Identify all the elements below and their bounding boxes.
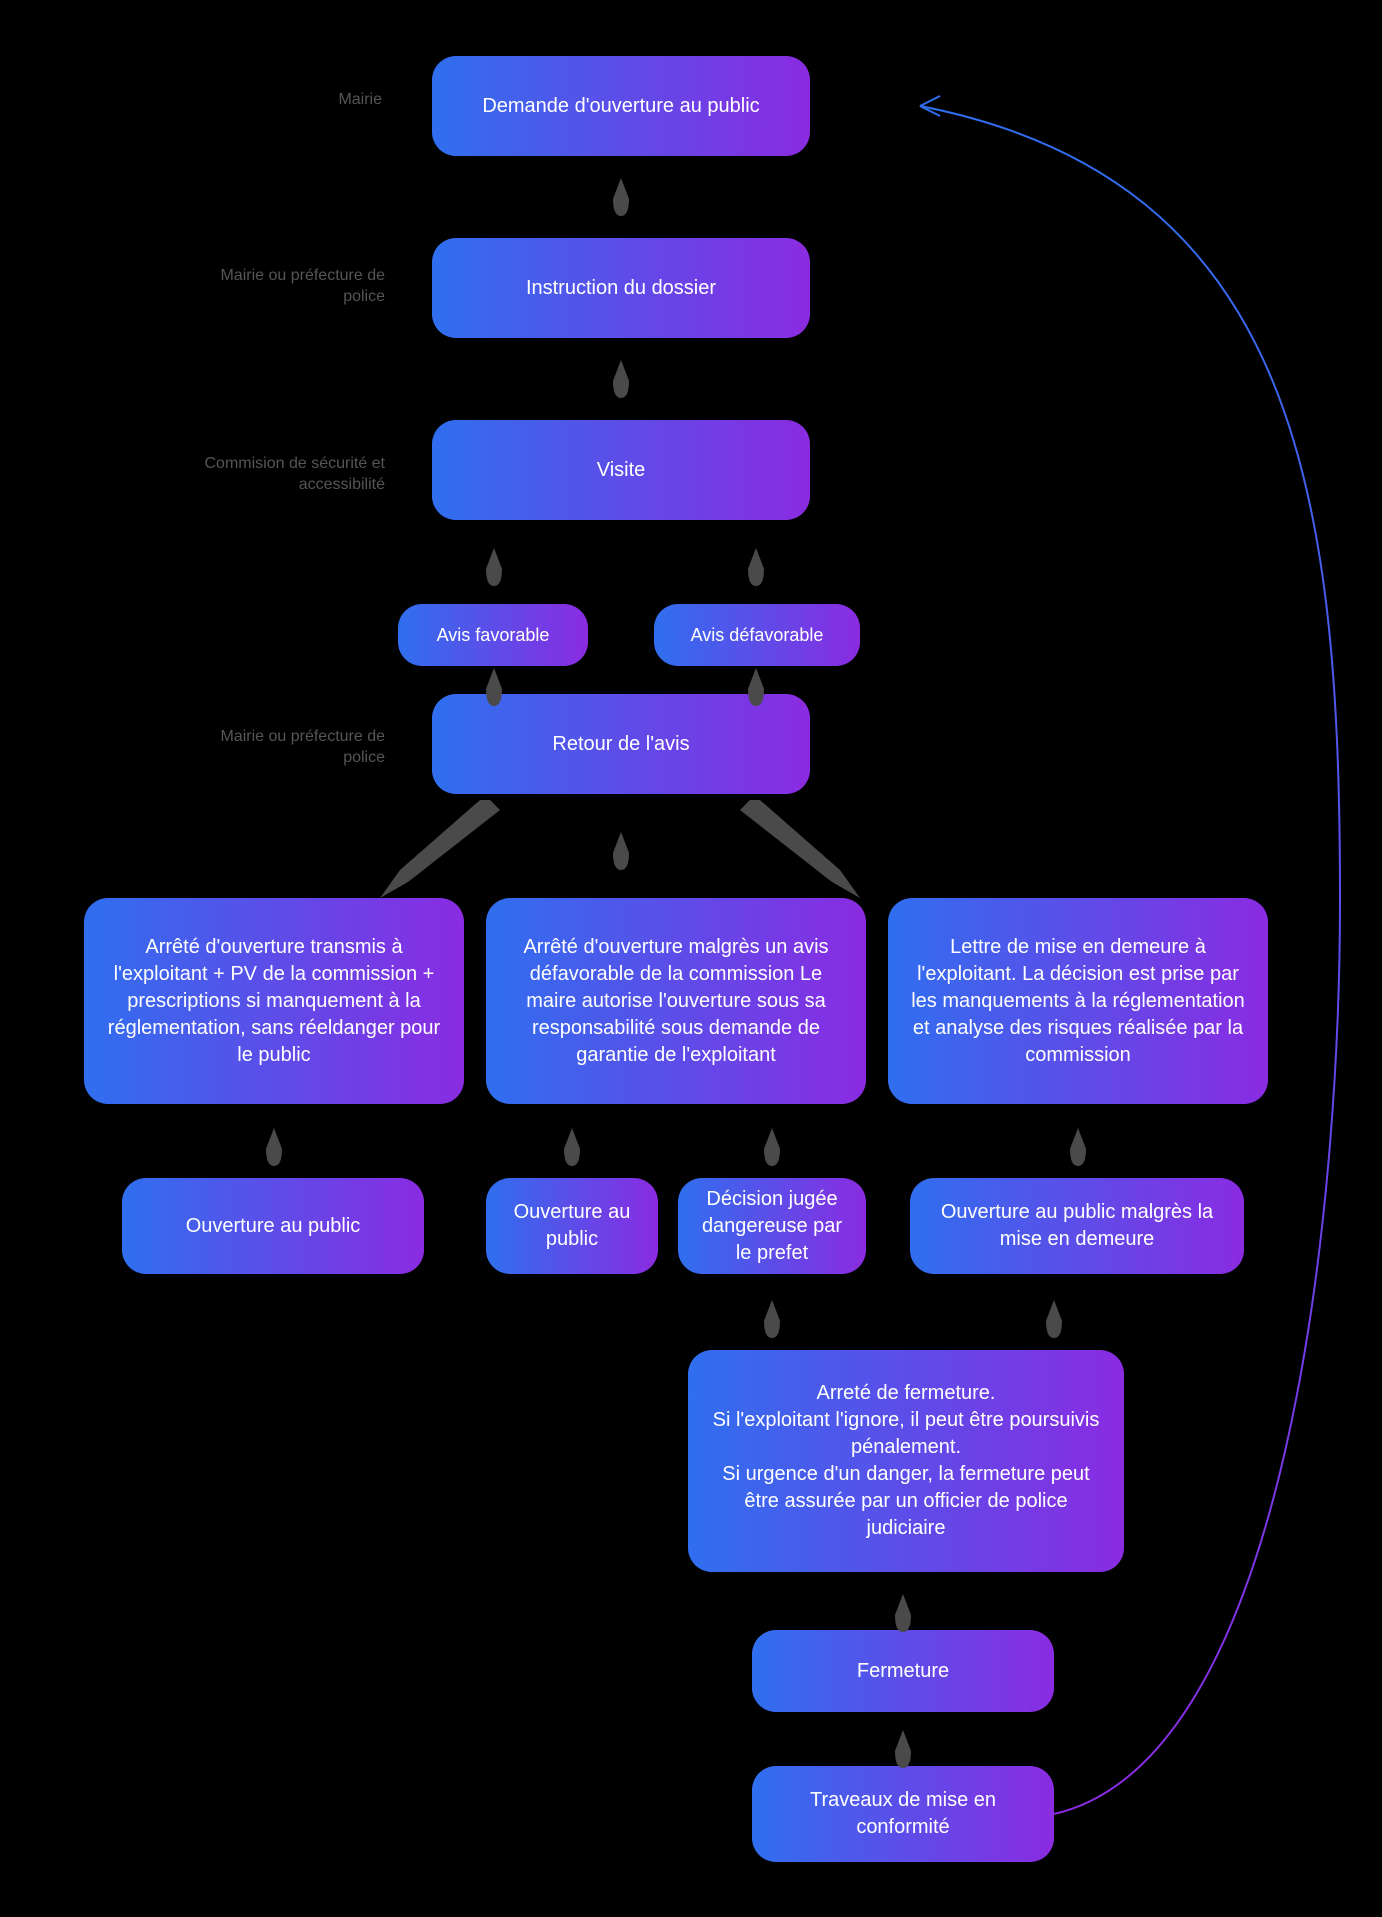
node-n11: Ouverture au public xyxy=(486,1178,658,1274)
node-n8: Arrêté d'ouverture malgrès un avis défav… xyxy=(486,898,866,1104)
node-n4: Avis favorable xyxy=(398,604,588,666)
node-n3: Visite xyxy=(432,420,810,520)
node-n12: Décision jugée dangereuse par le prefet xyxy=(678,1178,866,1274)
node-n16: Traveaux de mise en conformité xyxy=(752,1766,1054,1862)
node-n6: Retour de l'avis xyxy=(432,694,810,794)
node-n14: Arreté de fermeture. Si l'exploitant l'i… xyxy=(688,1350,1124,1572)
side-label-mairie-prefecture-2: Mairie ou préfecture de police xyxy=(215,727,385,769)
node-n9: Lettre de mise en demeure à l'exploitant… xyxy=(888,898,1268,1104)
node-n15: Fermeture xyxy=(752,1630,1054,1712)
node-n2: Instruction du dossier xyxy=(432,238,810,338)
node-n13: Ouverture au public malgrès la mise en d… xyxy=(910,1178,1244,1274)
side-label-mairie: Mairie xyxy=(292,90,382,111)
node-n10: Ouverture au public xyxy=(122,1178,424,1274)
angled-connectors xyxy=(380,800,860,898)
side-label-commission: Commision de sécurité et accessibilité xyxy=(190,454,385,496)
node-n5: Avis défavorable xyxy=(654,604,860,666)
node-n1: Demande d'ouverture au public xyxy=(432,56,810,156)
node-n7: Arrêté d'ouverture transmis à l'exploita… xyxy=(84,898,464,1104)
side-label-mairie-prefecture: Mairie ou préfecture de police xyxy=(215,266,385,308)
